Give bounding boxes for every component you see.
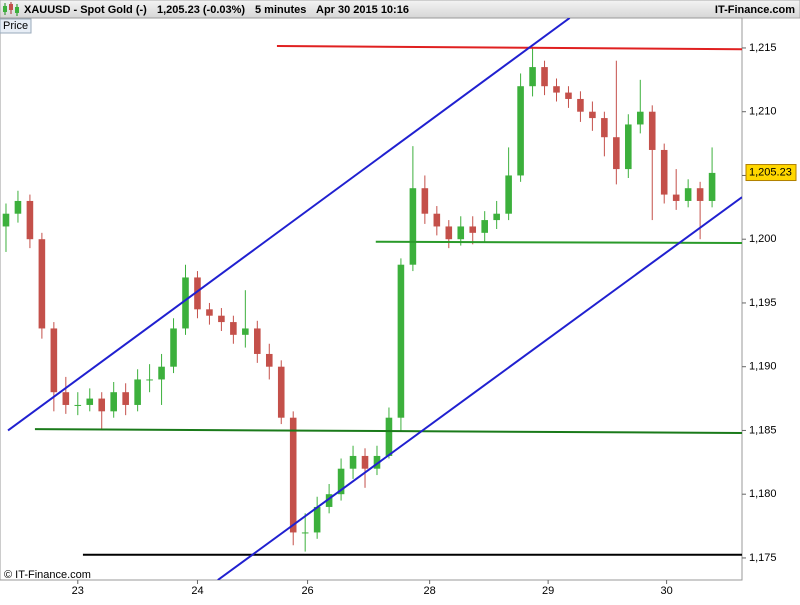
candle-body [277, 366, 285, 418]
y-tick-label: 1,180 [749, 488, 777, 500]
timestamp: Apr 30 2015 10:16 [316, 4, 409, 16]
candle-body [648, 111, 656, 150]
trend-line [217, 196, 742, 580]
candle-body [493, 213, 500, 221]
x-tick-label: 23 [72, 585, 84, 597]
candle-body [672, 194, 680, 201]
candle-body [565, 92, 572, 99]
y-tick-label: 1,195 [749, 297, 777, 309]
trend-line [34, 428, 742, 434]
candle-body [218, 315, 225, 323]
candle-body [110, 392, 117, 412]
candle-body [146, 379, 153, 381]
candle-body [62, 392, 70, 405]
candle-body [696, 188, 704, 201]
header-icon [3, 2, 19, 16]
panel-label-box [0, 18, 32, 34]
candle-body [301, 532, 309, 534]
candle-body [445, 226, 453, 240]
candle-body [373, 455, 381, 469]
y-tick-label: 1,210 [749, 106, 777, 118]
x-tick-label: 29 [542, 585, 554, 597]
candle-body [254, 328, 261, 354]
x-tick-label: 28 [424, 585, 436, 597]
candle-body [457, 226, 465, 240]
y-tick-label: 1,215 [749, 42, 777, 54]
candle-body [134, 379, 141, 405]
candle-body [684, 188, 692, 201]
candle-body [170, 328, 177, 367]
candle-body [158, 366, 165, 380]
candle-body [660, 149, 668, 195]
footer: © IT-Finance.com [4, 569, 91, 581]
candle-body [636, 111, 644, 125]
last-price-box [745, 164, 797, 182]
candle-body [122, 392, 129, 405]
candle-body [242, 328, 249, 335]
candle-body [265, 353, 273, 367]
x-tick-label: 26 [301, 585, 313, 597]
plot-frame [0, 17, 743, 581]
candle-body [206, 309, 213, 316]
panel-label: Price [3, 20, 28, 32]
y-tick-label: 1,185 [749, 424, 777, 436]
candle-body [409, 188, 417, 265]
candle-body [2, 213, 10, 227]
candle-body [38, 239, 46, 329]
symbol: XAUUSD - Spot Gold (-) [24, 4, 147, 16]
x-tick-label: 30 [660, 585, 672, 597]
brand: IT-Finance.com [715, 4, 795, 16]
x-tick-label: 24 [191, 585, 203, 597]
candle-body [601, 118, 608, 138]
plot [2, 18, 742, 580]
candle-body [361, 455, 369, 469]
candle-body [553, 86, 560, 93]
candle-body [349, 455, 357, 469]
candle-body [50, 328, 58, 393]
candle-body [98, 398, 106, 412]
candle-body [313, 506, 321, 533]
y-tick-label: 1,190 [749, 361, 777, 373]
candle-body [14, 200, 22, 214]
candle-body [708, 172, 716, 201]
y-tick-label: 1,175 [749, 552, 777, 564]
candle-body [577, 98, 584, 112]
candle-body [325, 494, 333, 507]
candle-body [517, 86, 524, 176]
candle-body [421, 188, 429, 214]
candle-body [26, 200, 34, 240]
y-tick-label: 1,200 [749, 233, 777, 245]
candle-body [289, 417, 297, 533]
trend-line [375, 240, 742, 245]
candle-body [613, 137, 620, 170]
candle-body [74, 404, 82, 406]
candle-body [529, 67, 536, 87]
last-price-label: 1,205.23 [749, 166, 792, 178]
candle-body [589, 111, 596, 119]
candle-body [541, 67, 548, 87]
trend-line [276, 45, 742, 51]
candle-body [385, 417, 393, 456]
candle-body [337, 468, 345, 495]
candle-body [182, 277, 189, 329]
candle-body [469, 226, 477, 233]
interval: 5 minutes [255, 4, 306, 16]
candle-body [481, 220, 488, 233]
candle-body [194, 277, 201, 310]
candle-body [505, 175, 512, 214]
candle-body [230, 322, 237, 335]
candle-body [625, 124, 632, 170]
quote: 1,205.23 (-0.03%) [157, 4, 245, 16]
trend-line [7, 18, 571, 432]
candle-body [397, 264, 405, 418]
candle-body [86, 398, 94, 405]
candle-body [433, 213, 441, 227]
